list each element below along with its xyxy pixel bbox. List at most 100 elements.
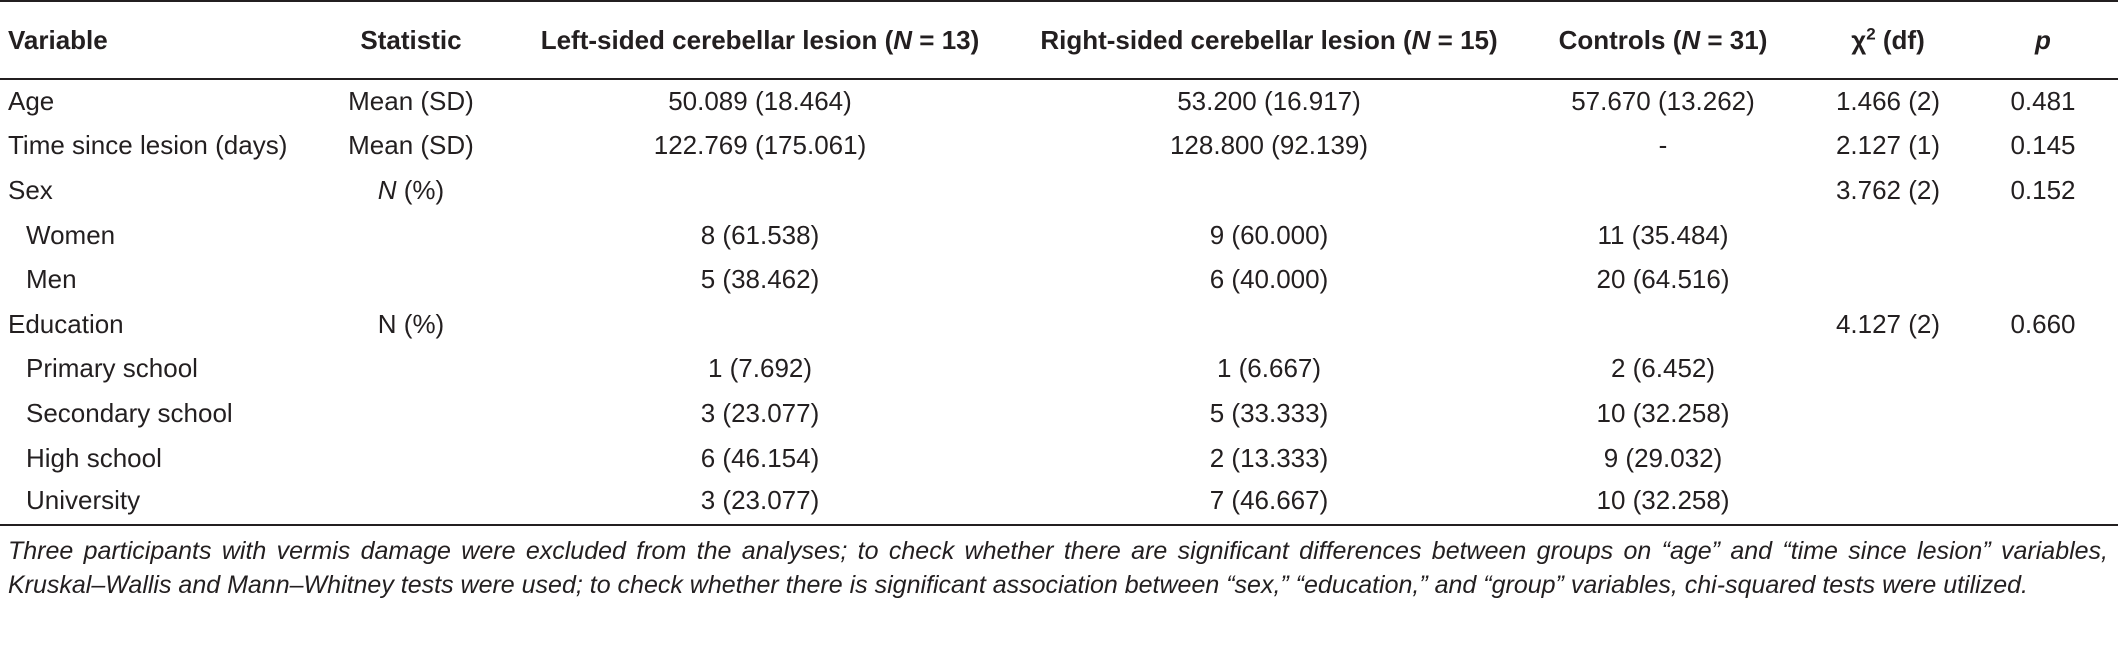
table-row: Sex N (%) 3.762 (2) 0.152: [0, 168, 2118, 213]
cell-controls: 10 (32.258): [1596, 397, 1730, 428]
cell-variable: Primary school: [26, 353, 198, 384]
cell-p: [1968, 480, 2118, 526]
header-right-n: N: [1411, 24, 1431, 55]
cell-statistic: [322, 347, 500, 392]
cell-left: [500, 302, 1020, 347]
cell-statistic-percent: (%): [396, 174, 445, 205]
cell-chi: 4.127 (2): [1835, 308, 1941, 339]
cell-statistic: [322, 436, 500, 481]
header-left-text: Left-sided cerebellar lesion (: [540, 24, 894, 55]
cell-controls: -: [1658, 130, 1668, 161]
cell-chi: 1.466 (2): [1835, 86, 1941, 117]
table-row: Education N (%) 4.127 (2) 0.660: [0, 302, 2118, 347]
cell-right: 7 (46.667): [1020, 480, 1518, 526]
cell-statistic: N (%): [377, 308, 445, 339]
header-controls-text: Controls (: [1558, 24, 1682, 55]
cell-controls: 57.670 (13.262): [1571, 86, 1755, 117]
table-row: Secondary school 3 (23.077) 5 (33.333) 1…: [0, 391, 2118, 436]
table-row: Time since lesion (days) Mean (SD) 122.7…: [0, 124, 2118, 169]
cell-p: [1968, 213, 2118, 258]
cell-chi: [1808, 213, 1968, 258]
cell-left: 3 (23.077): [500, 480, 1020, 526]
cell-right: 128.800 (92.139): [1169, 130, 1369, 161]
cell-p: 0.481: [2010, 86, 2076, 117]
cell-controls: [1518, 302, 1808, 347]
cell-right: 6 (40.000): [1209, 264, 1329, 295]
table-row: Men 5 (38.462) 6 (40.000) 20 (64.516): [0, 257, 2118, 302]
cell-statistic: [322, 480, 500, 526]
cell-left: 50.089 (18.464): [668, 86, 852, 117]
table-row: Primary school 1 (7.692) 1 (6.667) 2 (6.…: [0, 347, 2118, 392]
cell-statistic: Mean (SD): [348, 130, 474, 161]
cell-statistic: [322, 391, 500, 436]
header-chi-df: (df): [1875, 24, 1925, 55]
table-row: Women 8 (61.538) 9 (60.000) 11 (35.484): [0, 213, 2118, 258]
cell-variable: Sex: [8, 174, 53, 205]
table-row: Age Mean (SD) 50.089 (18.464) 53.200 (16…: [0, 79, 2118, 124]
cell-left: 122.769 (175.061): [653, 130, 867, 161]
cell-left: 6 (46.154): [700, 442, 820, 473]
cell-left: 5 (38.462): [700, 264, 820, 295]
cell-variable: University: [0, 480, 322, 526]
demographics-table-container: Variable Statistic Left-sided cerebellar…: [0, 0, 2118, 526]
cell-right: [1020, 168, 1518, 213]
cell-chi: [1808, 347, 1968, 392]
cell-chi: [1808, 480, 1968, 526]
cell-p: [1968, 347, 2118, 392]
cell-chi: [1808, 436, 1968, 481]
cell-variable: Men: [26, 264, 77, 295]
cell-controls: 11 (35.484): [1597, 219, 1729, 250]
cell-p: 0.145: [2010, 130, 2076, 161]
cell-p: 0.660: [2010, 308, 2076, 339]
cell-variable: Secondary school: [26, 397, 233, 428]
table-footnote: Three participants with vermis damage we…: [8, 537, 2108, 599]
header-chi-superscript: 2: [1866, 23, 1876, 43]
cell-chi: [1808, 391, 1968, 436]
cell-statistic-n: N: [377, 174, 397, 205]
cell-chi: [1808, 257, 1968, 302]
header-variable: Variable: [0, 0, 322, 80]
header-p-value: p: [1968, 0, 2118, 80]
cell-variable: Women: [26, 219, 116, 250]
header-statistic: Statistic: [322, 0, 500, 80]
cell-right: 53.200 (16.917): [1177, 86, 1361, 117]
header-controls: Controls (N = 31): [1518, 0, 1808, 80]
cell-statistic: [322, 257, 500, 302]
cell-right: 2 (13.333): [1209, 442, 1329, 473]
header-right-lesion: Right-sided cerebellar lesion (N = 15): [1020, 0, 1518, 80]
header-chi-square: χ2 (df): [1808, 0, 1968, 80]
cell-chi: 2.127 (1): [1835, 130, 1941, 161]
cell-controls: [1518, 168, 1808, 213]
cell-variable: Education: [8, 308, 124, 339]
cell-variable: High school: [26, 442, 162, 473]
cell-right: [1020, 302, 1518, 347]
cell-controls: 20 (64.516): [1596, 264, 1730, 295]
cell-right: 1 (6.667): [1216, 353, 1322, 384]
cell-left: 1 (7.692): [707, 353, 813, 384]
cell-variable: Time since lesion (days): [8, 130, 288, 161]
cell-controls: 10 (32.258): [1518, 480, 1808, 526]
cell-p: [1968, 436, 2118, 481]
header-chi-symbol: χ: [1851, 24, 1867, 55]
cell-statistic: [322, 213, 500, 258]
cell-statistic: Mean (SD): [348, 86, 474, 117]
cell-p: [1968, 391, 2118, 436]
cell-p: [1968, 257, 2118, 302]
header-left-count: = 13): [912, 24, 980, 55]
cell-controls: 2 (6.452): [1610, 353, 1716, 384]
header-controls-count: = 31): [1700, 24, 1768, 55]
table-row: University 3 (23.077) 7 (46.667) 10 (32.…: [0, 480, 2118, 526]
table-header-row: Variable Statistic Left-sided cerebellar…: [0, 0, 2118, 80]
cell-left: 8 (61.538): [700, 219, 820, 250]
cell-chi: 3.762 (2): [1835, 174, 1941, 205]
cell-p: 0.152: [2010, 174, 2076, 205]
cell-statistic: N (%): [322, 168, 500, 213]
cell-right: 9 (60.000): [1209, 219, 1329, 250]
header-right-text: Right-sided cerebellar lesion (: [1040, 24, 1412, 55]
cell-variable: Age: [8, 86, 55, 117]
header-right-count: = 15): [1430, 24, 1498, 55]
cell-right: 5 (33.333): [1209, 397, 1329, 428]
demographics-table: Variable Statistic Left-sided cerebellar…: [0, 0, 2118, 526]
header-controls-n: N: [1681, 24, 1701, 55]
header-left-lesion: Left-sided cerebellar lesion (N = 13): [500, 0, 1020, 80]
